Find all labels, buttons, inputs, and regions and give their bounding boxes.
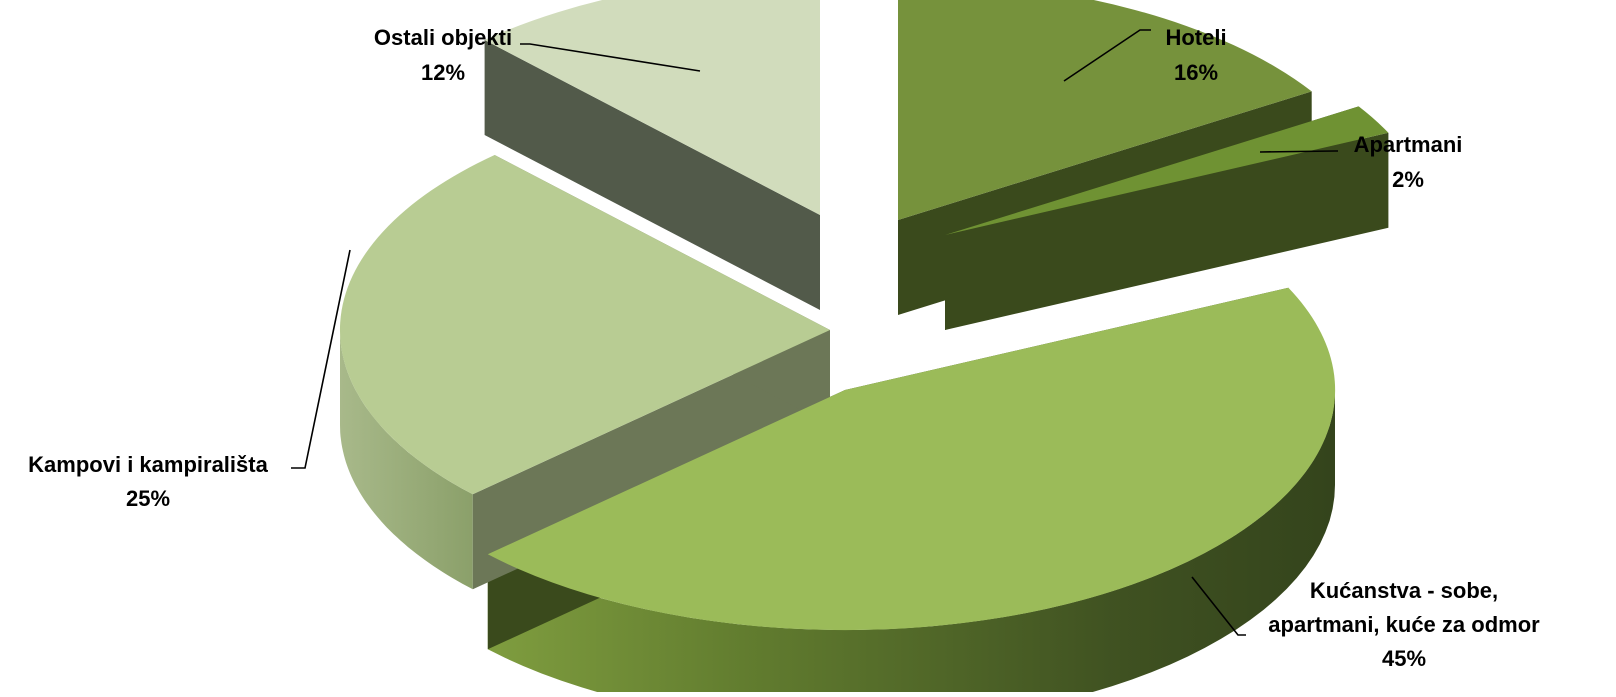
data-label-category: apartmani, kuće za odmor	[1268, 612, 1540, 637]
pie-wall-ostali-objekti-start	[484, 40, 820, 310]
pie-slice-kampovi-i-kampiralista	[339, 155, 830, 495]
data-label-value: 12%	[421, 60, 465, 85]
data-label-category: Kampovi i kampirališta	[28, 452, 268, 477]
pie-side-kucanstva-sobe-apartmani-kuce-za-odmor	[487, 390, 1335, 697]
data-label-kampovi-i-kampiralista: Kampovi i kampirališta 25%	[28, 452, 268, 511]
leader-line-hoteli	[1063, 29, 1151, 82]
pie-slice-hoteli	[898, 0, 1312, 220]
data-label-category: Hoteli	[1165, 25, 1226, 50]
leader-line-ostali-objekti	[520, 43, 701, 72]
data-label-category: Kućanstva - sobe,	[1310, 578, 1498, 603]
data-label-value: 2%	[1392, 167, 1424, 192]
data-label-category: Apartmani	[1354, 132, 1463, 157]
pie-slice-kucanstva-sobe-apartmani-kuce-za-odmor	[487, 287, 1336, 631]
data-label-hoteli: Hoteli 16%	[1165, 25, 1226, 85]
leader-line-kucanstva-sobe-apartmani-kuce-za-odmor	[1191, 576, 1246, 636]
pie-slice-apartmani	[945, 106, 1389, 236]
data-label-ostali-objekti: Ostali objekti 12%	[374, 25, 512, 85]
data-label-value: 25%	[126, 486, 170, 511]
pie-slice-ostali-objekti	[484, 0, 820, 215]
data-label-apartmani: Apartmani 2%	[1354, 132, 1463, 192]
leader-line-apartmani	[1259, 150, 1338, 153]
data-label-kucanstva-sobe-apartmani-kuce-za-odmor: Kućanstva - sobe, apartmani, kuće za odmo…	[1268, 578, 1540, 671]
pie-wall-apartmani-end	[945, 132, 1389, 330]
pie-side-kampovi-i-kampiralista	[340, 330, 473, 590]
leader-line-kampovi-i-kampiralista	[291, 249, 351, 469]
data-label-category: Ostali objekti	[374, 25, 512, 50]
data-label-value: 45%	[1382, 646, 1426, 671]
data-label-value: 16%	[1174, 60, 1218, 85]
